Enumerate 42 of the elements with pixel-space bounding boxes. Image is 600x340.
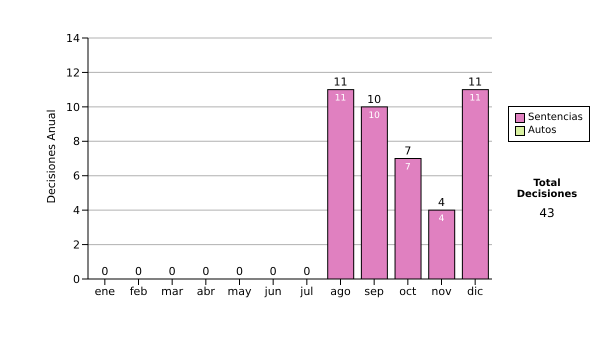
y-tick-label: 0: [73, 272, 80, 286]
data-label: 10: [368, 110, 380, 121]
total-label: 0: [236, 265, 243, 278]
y-tick-label: 12: [66, 66, 80, 80]
x-tick-label: sep: [364, 284, 384, 298]
total-label: 0: [135, 265, 142, 278]
x-tick-label: jun: [264, 284, 282, 298]
x-tick-label: dic: [467, 284, 484, 298]
total-label: 4: [438, 196, 445, 210]
total-label: 0: [101, 265, 108, 278]
y-tick-label: 2: [73, 238, 80, 252]
total-label: 7: [404, 144, 412, 158]
total-label: 0: [303, 265, 310, 278]
text: Total Decisiones: [516, 178, 578, 200]
text: 43: [538, 206, 556, 220]
x-tick-label: ago: [330, 284, 351, 298]
data-label: 4: [438, 214, 445, 224]
legend-label: Sentencias: [527, 111, 583, 124]
y-axis-title: Decisiones Anual: [44, 109, 58, 204]
y-tick-label: 6: [73, 170, 80, 183]
x-tick-label: jul: [299, 284, 314, 298]
y-tick-label: 4: [73, 204, 80, 218]
x-tick-label: feb: [130, 284, 148, 298]
total-label: 0: [168, 265, 176, 278]
x-tick-label: mar: [161, 284, 184, 298]
x-tick-label: oct: [399, 284, 418, 298]
x-tick-label: may: [228, 284, 252, 298]
y-tick-label: 8: [73, 135, 80, 148]
total-label: 11: [468, 76, 482, 89]
total-label: 11: [334, 76, 348, 89]
total-label: 0: [202, 265, 210, 278]
x-tick-label: nov: [431, 284, 452, 298]
legend-label: Autos: [527, 124, 558, 137]
x-tick-label: ene: [94, 284, 116, 298]
total-label: 10: [367, 92, 382, 106]
y-tick-label: 14: [66, 32, 80, 45]
data-label: 11: [469, 94, 481, 104]
x-tick-label: abr: [196, 284, 216, 298]
data-label: 7: [404, 162, 411, 172]
y-tick-label: 10: [66, 100, 80, 114]
data-label: 11: [334, 94, 346, 104]
total-label: 0: [270, 265, 277, 278]
